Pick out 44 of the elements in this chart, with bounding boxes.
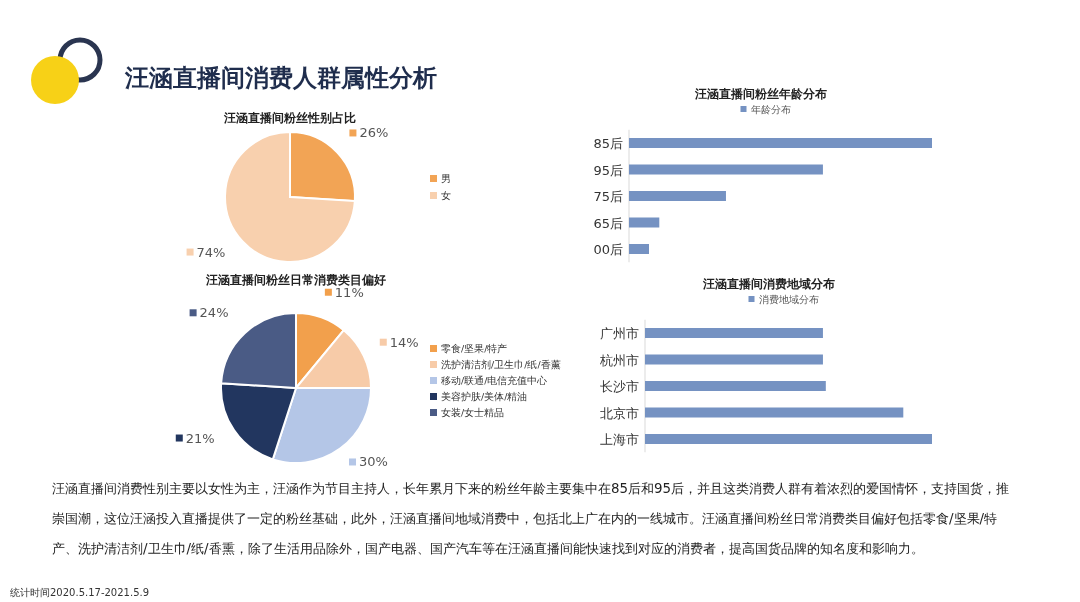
y-tick-label: 00后 (593, 242, 623, 257)
text: 汪涵直播间消费人群属性分析 (124, 64, 437, 92)
bar (645, 328, 823, 338)
legend-label: 年龄分布 (750, 104, 791, 115)
pie-slice (224, 131, 356, 263)
y-tick-label: 85后 (593, 136, 623, 151)
bar (629, 244, 649, 254)
legend-label: 移动/联通/电信充值中心 (441, 375, 548, 386)
chart-title: 汪涵直播间消费地域分布 (701, 277, 835, 291)
y-tick-label: 广州市 (600, 326, 639, 341)
data-label: 11% (334, 284, 364, 300)
bar (629, 138, 932, 148)
y-tick-label: 65后 (593, 215, 623, 231)
legend-label: 零食/坚果/特产 (441, 343, 508, 354)
data-label: 24% (199, 305, 229, 321)
bar (645, 381, 826, 391)
y-tick-label: 长沙市 (600, 379, 639, 394)
y-tick-label: 95后 (593, 162, 623, 178)
data-label: 74% (196, 244, 226, 260)
y-tick-label: 杭州市 (599, 352, 639, 368)
legend-label: 洗护清洁剂/卫生巾/纸/香薰 (441, 359, 561, 370)
bar (645, 407, 904, 418)
text: 汪涵直播间消费性别主要以女性为主，汪涵作为节目主持人，长年累月下来的粉丝年龄主要集中在85后和95后，并且这类消费人群有着浓烈的爱国情怀，支持国货，推崇国潮，这位汪涵投入直播提供了一定的粉丝基础，此外，汪涵直播间地域消费中，包括北上广在内的一线城市。汪涵直播间粉丝日常消费类目偏好包括零食/坚果/特产、洗护清洁剂/卫生巾/纸/香熏，除了生活用品除外，国产电器、国产汽车等在汪涵直播间能快速找到对应的消费者，提高国货品牌的知名度和影响力。 (52, 481, 1010, 556)
chart-title: 汪涵直播间粉丝性别占比 (223, 111, 356, 125)
y-tick-label: 北京市 (600, 405, 639, 421)
legend-label: 美容护肤/美体/精油 (441, 391, 528, 402)
bar (629, 191, 726, 201)
legend-label: 女装/女士精品 (441, 407, 505, 418)
legend-label: 女 (441, 190, 451, 201)
bar (629, 217, 660, 228)
chart-title: 汪涵直播间粉丝日常消费类目偏好 (205, 273, 386, 287)
legend-label: 消费地域分布 (758, 294, 819, 305)
y-tick-label: 上海市 (600, 432, 639, 447)
data-label: 21% (185, 430, 215, 446)
bar (645, 434, 932, 444)
data-label: 14% (389, 334, 419, 350)
legend-label: 男 (441, 173, 451, 184)
chart-title: 汪涵直播间粉丝年龄分布 (693, 87, 827, 101)
text: 统计时间2020.5.17-2021.5.9 (10, 587, 150, 598)
data-label: 26% (359, 125, 389, 141)
y-tick-label: 75后 (593, 189, 623, 204)
bar (645, 354, 823, 365)
bar (629, 164, 823, 175)
data-label: 30% (359, 454, 388, 470)
